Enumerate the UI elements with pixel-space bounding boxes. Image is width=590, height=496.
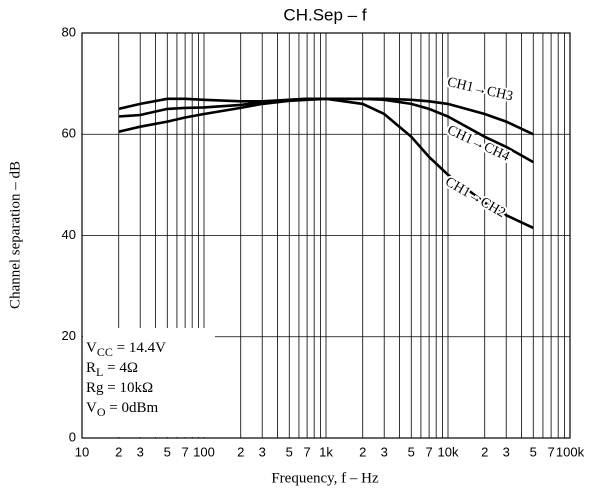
chart-title: CH.Sep – f bbox=[283, 5, 366, 24]
x-tick-label: 5 bbox=[530, 444, 537, 459]
annotation-text: = 14.4V bbox=[113, 340, 166, 356]
annotation: RL = 4Ω bbox=[86, 360, 138, 378]
x-tick-label: 5 bbox=[408, 444, 415, 459]
x-tick-label: 1k bbox=[319, 444, 333, 459]
annotation: Rg = 10kΩ bbox=[86, 380, 153, 396]
x-tick-label: 2 bbox=[359, 444, 366, 459]
x-tick-label: 5 bbox=[286, 444, 293, 459]
x-tick-label: 7 bbox=[425, 444, 432, 459]
x-tick-label: 7 bbox=[547, 444, 554, 459]
x-tick-label: 3 bbox=[381, 444, 388, 459]
y-tick-label: 60 bbox=[62, 126, 76, 141]
y-tick-label: 0 bbox=[69, 429, 76, 444]
annotation-text: V bbox=[86, 400, 97, 416]
y-axis-label: Channel separation – dB bbox=[7, 161, 23, 309]
x-tick-label: 7 bbox=[181, 444, 188, 459]
annotation-text: = 0dBm bbox=[106, 400, 159, 416]
x-tick-label: 3 bbox=[137, 444, 144, 459]
x-tick-label: 7 bbox=[303, 444, 310, 459]
series-label: CH1→CH3 bbox=[446, 75, 515, 105]
x-tick-label: 100k bbox=[556, 444, 585, 459]
annotation-subscript: O bbox=[97, 405, 106, 419]
x-tick-label: 10k bbox=[438, 444, 459, 459]
annotation-subscript: CC bbox=[97, 345, 113, 359]
x-tick-label: 2 bbox=[115, 444, 122, 459]
x-axis-label: Frequency, f – Hz bbox=[271, 470, 379, 486]
x-tick-label: 3 bbox=[259, 444, 266, 459]
x-tick-label: 5 bbox=[164, 444, 171, 459]
annotation-text: V bbox=[86, 340, 97, 356]
annotation-text: R bbox=[86, 360, 96, 376]
annotation-subscript: L bbox=[96, 365, 103, 379]
plot-frame bbox=[81, 32, 571, 439]
annotation-box bbox=[83, 328, 215, 437]
y-tick-label: 80 bbox=[62, 24, 76, 39]
y-tick-label: 20 bbox=[62, 328, 76, 343]
annotation-text: Rg = 10kΩ bbox=[86, 380, 153, 396]
x-tick-label: 2 bbox=[481, 444, 488, 459]
annotation: VCC = 14.4V bbox=[86, 340, 166, 358]
annotation: VO = 0dBm bbox=[86, 400, 158, 418]
series-line bbox=[118, 97, 534, 230]
x-tick-label: 100 bbox=[193, 444, 215, 459]
y-tick-label: 40 bbox=[62, 227, 76, 242]
x-tick-label: 2 bbox=[237, 444, 244, 459]
x-tick-label: 10 bbox=[75, 444, 89, 459]
annotation-text: = 4Ω bbox=[103, 360, 138, 376]
series-label: CH1→CH2 bbox=[442, 175, 507, 221]
x-tick-label: 3 bbox=[503, 444, 510, 459]
